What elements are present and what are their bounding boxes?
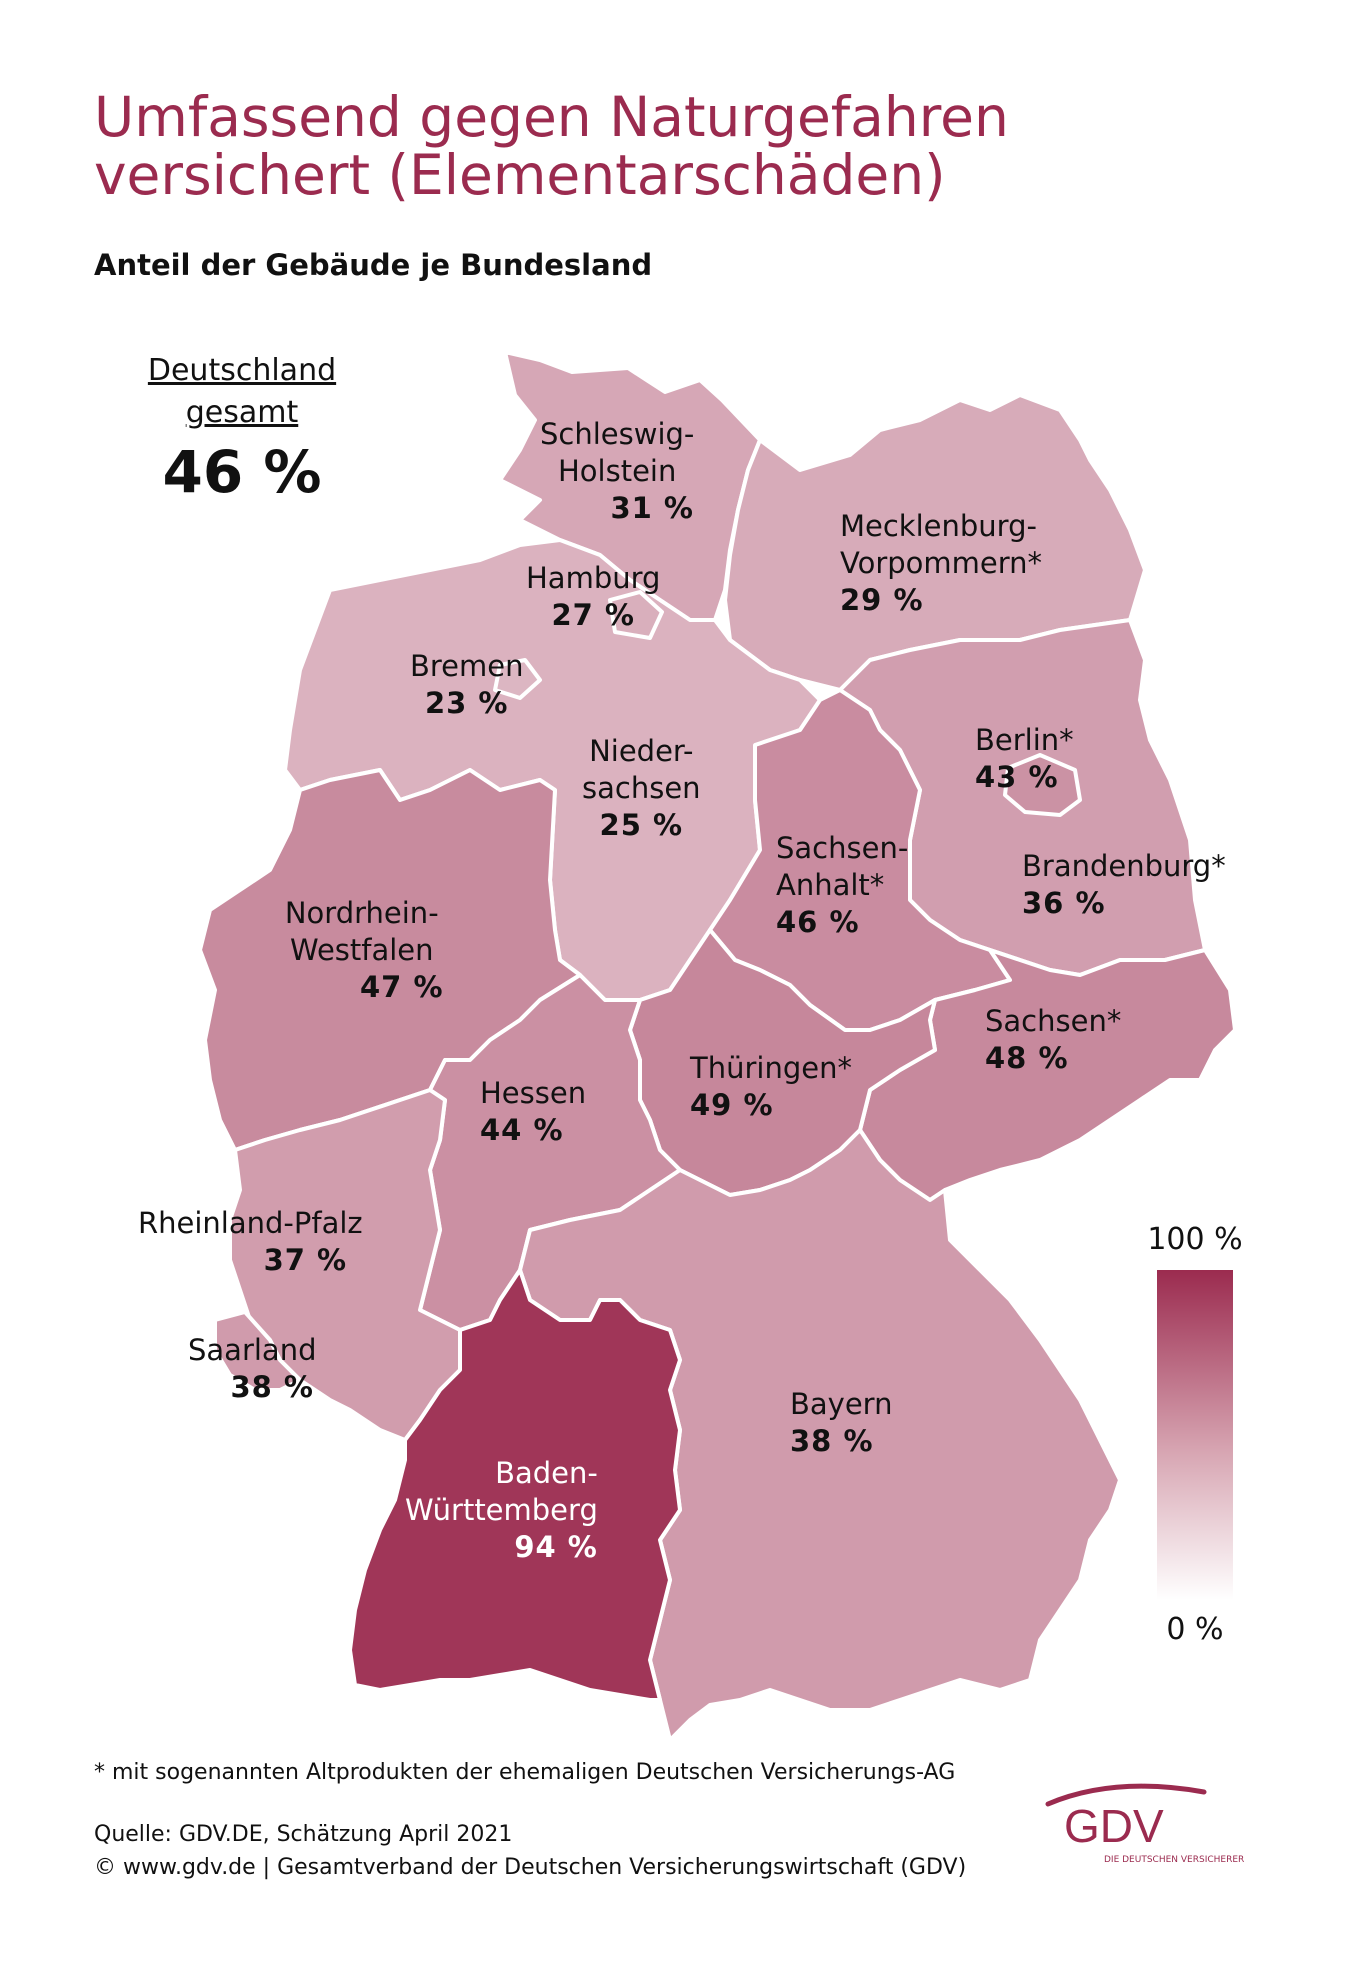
state-name: Nieder- — [589, 734, 694, 768]
state-percent: 36 % — [1022, 886, 1106, 920]
label-bremen: Bremen 23 % — [410, 648, 524, 722]
legend-max-label: 100 % — [1147, 1222, 1243, 1257]
state-percent: 38 % — [230, 1370, 314, 1404]
source-line-2: © www.gdv.de | Gesamtverband der Deutsch… — [94, 1855, 967, 1880]
label-brandenburg: Brandenburg* 36 % — [1022, 848, 1226, 922]
label-hamburg: Hamburg 27 % — [526, 560, 660, 634]
state-percent: 44 % — [480, 1113, 564, 1147]
logo-swoosh — [1045, 1783, 1207, 1807]
state-name: Saarland — [188, 1333, 317, 1367]
state-name: Mecklenburg- — [840, 509, 1037, 543]
state-percent: 29 % — [840, 583, 924, 617]
total-value: 46 % — [162, 438, 322, 506]
label-niedersachsen: Nieder- sachsen 25 % — [582, 733, 701, 844]
total-label: Deutschland gesamt — [128, 350, 356, 434]
state-name: Bayern — [790, 1387, 893, 1421]
state-bremen — [493, 658, 542, 700]
label-saarland: Saarland 38 % — [188, 1332, 317, 1406]
label-rheinland-pfalz: Rheinland-Pfalz 37 % — [138, 1205, 363, 1279]
state-percent: 94 % — [514, 1530, 598, 1564]
state-percent: 48 % — [985, 1041, 1069, 1075]
label-bayern: Bayern 38 % — [790, 1386, 892, 1460]
state-name: Rheinland-Pfalz — [138, 1206, 363, 1240]
chart-title: Umfassend gegen Naturgefahren versichert… — [94, 85, 1009, 207]
label-thueringen: Thüringen* 49 % — [690, 1050, 852, 1124]
label-berlin: Berlin* 43 % — [975, 722, 1074, 796]
legend-min-label: 0 % — [1166, 1612, 1224, 1647]
state-percent: 43 % — [975, 760, 1059, 794]
total-label-line2: gesamt — [185, 395, 299, 430]
legend-color-scale — [1157, 1270, 1233, 1600]
label-sachsen-anhalt: Sachsen- Anhalt* 46 % — [776, 830, 908, 941]
state-berlin — [1003, 753, 1082, 817]
state-percent: 49 % — [690, 1088, 774, 1122]
state-percent: 23 % — [424, 686, 509, 720]
state-hamburg — [608, 590, 664, 640]
state-saarland — [213, 1310, 302, 1392]
state-name: Vorpommern* — [840, 546, 1043, 580]
state-name: Westfalen — [289, 933, 434, 967]
state-name: Brandenburg* — [1022, 849, 1226, 883]
state-name: Bremen — [410, 649, 524, 683]
state-name: Hessen — [480, 1076, 587, 1110]
logo-tagline: DIE DEUTSCHEN VERSICHERER — [1104, 1855, 1244, 1865]
label-hessen: Hessen 44 % — [480, 1075, 586, 1149]
chart-subtitle: Anteil der Gebäude je Bundesland — [94, 248, 653, 282]
label-sachsen: Sachsen* 48 % — [985, 1003, 1121, 1077]
state-name: Nordrhein- — [284, 896, 439, 930]
state-name: Holstein — [558, 454, 677, 488]
state-percent: 37 % — [263, 1243, 348, 1277]
state-name: Berlin* — [975, 723, 1074, 757]
label-schleswig-holstein: Schleswig- Holstein 31 % — [540, 416, 694, 527]
state-name: Schleswig- — [540, 417, 695, 451]
state-name: Anhalt* — [776, 868, 885, 902]
label-baden-wuerttemberg: Baden- Württemberg 94 % — [405, 1455, 598, 1566]
state-name: sachsen — [582, 771, 701, 805]
source: Quelle: GDV.DE, Schätzung April 2021 © w… — [94, 1818, 966, 1884]
state-name: Sachsen- — [776, 831, 909, 865]
label-nordrhein-westfalen: Nordrhein- Westfalen 47 % — [280, 895, 444, 1006]
state-percent: 25 % — [599, 808, 684, 842]
state-name: Württemberg — [405, 1493, 598, 1527]
state-percent: 31 % — [610, 491, 694, 525]
state-baden-wuerttemberg — [348, 1268, 682, 1702]
footnote: * mit sogenannten Altprodukten der ehema… — [94, 1760, 956, 1785]
logo-text: GDV — [1064, 1800, 1164, 1852]
state-name: Baden- — [495, 1456, 598, 1490]
gdv-logo: GDV DIE DEUTSCHEN VERSICHERER — [1045, 1783, 1244, 1865]
state-percent: 46 % — [776, 905, 860, 939]
state-name: Hamburg — [526, 561, 661, 595]
state-percent: 27 % — [551, 598, 635, 632]
label-mecklenburg-vorpommern: Mecklenburg- Vorpommern* 29 % — [840, 508, 1042, 619]
total-label-line1: Deutschland — [147, 353, 337, 388]
state-name: Sachsen* — [985, 1004, 1122, 1038]
state-name: Thüringen* — [690, 1051, 852, 1085]
state-percent: 47 % — [360, 970, 444, 1004]
source-line-1: Quelle: GDV.DE, Schätzung April 2021 — [94, 1822, 513, 1847]
state-percent: 38 % — [790, 1424, 874, 1458]
